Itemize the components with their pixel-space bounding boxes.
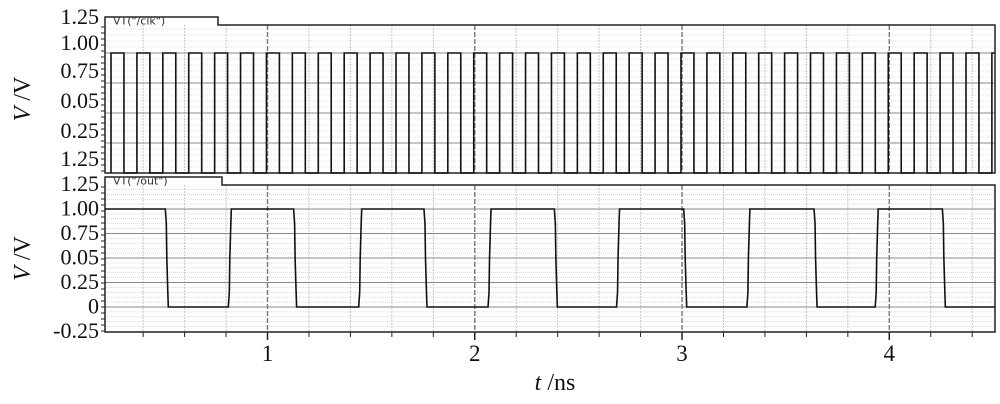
y-tick-label: 0.75 bbox=[61, 220, 100, 245]
panel-label-tab: VT("/clk") bbox=[113, 15, 165, 28]
y-tick-label: 1.25 bbox=[61, 4, 100, 29]
panel-label-tab: VT("/out") bbox=[113, 175, 168, 188]
y-tick-label: -0.25 bbox=[53, 318, 99, 343]
y-tick-label: 0.05 bbox=[61, 245, 100, 270]
y-tick-label: 0.25 bbox=[61, 118, 100, 143]
y-tick-label: 0 bbox=[88, 294, 99, 319]
panel-frame bbox=[104, 176, 996, 333]
y-tick-label: 0.25 bbox=[61, 269, 100, 294]
x-tick-label: 2 bbox=[469, 341, 481, 366]
y-tick-label: 0.75 bbox=[61, 58, 100, 83]
y-tick-label: 1.25 bbox=[61, 171, 100, 196]
panel-clk: VT("/clk")1.250.250.050.751.001.25V /V bbox=[10, 4, 996, 174]
x-tick-label: 3 bbox=[676, 341, 688, 366]
trace-out bbox=[105, 208, 995, 308]
y-tick-label: 0.05 bbox=[61, 88, 100, 113]
x-axis-label: t /ns bbox=[535, 370, 576, 396]
y-axis-label: V /V bbox=[10, 235, 36, 280]
x-tick-label: 4 bbox=[884, 341, 896, 366]
y-tick-label: 1.00 bbox=[61, 196, 100, 221]
y-axis-label: V /V bbox=[10, 76, 36, 121]
x-tick-label: 1 bbox=[262, 341, 274, 366]
trace-clk bbox=[110, 52, 995, 174]
panel-frame bbox=[104, 16, 996, 174]
y-tick-label: 1.00 bbox=[61, 30, 100, 55]
y-tick-label: 1.25 bbox=[61, 146, 100, 171]
